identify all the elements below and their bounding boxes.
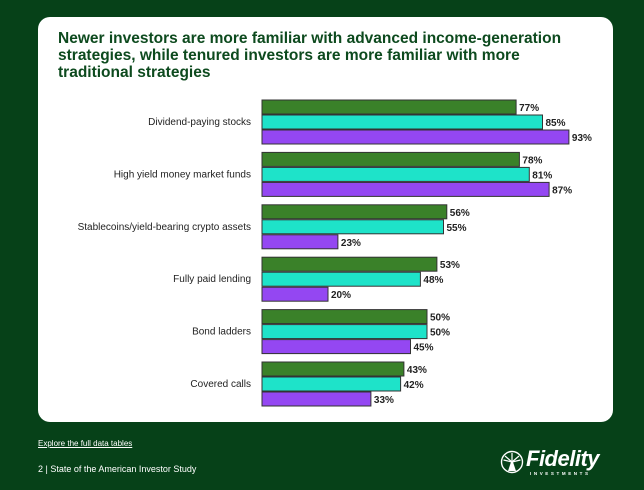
- data-label: 81%: [532, 170, 552, 181]
- category-label: Fully paid lending: [173, 274, 251, 285]
- explore-data-link[interactable]: Explore the full data tables: [38, 439, 133, 448]
- data-label: 48%: [423, 275, 443, 286]
- bar-series-1: [261, 151, 520, 167]
- page-footer: 2 | State of the American Investor Study: [38, 464, 197, 474]
- category-label: High yield money market funds: [114, 169, 251, 180]
- data-label: 43%: [407, 365, 427, 376]
- data-label: 45%: [414, 343, 434, 354]
- bar-series-3: [261, 286, 329, 302]
- logo-wordmark: Fidelity: [526, 446, 600, 471]
- fidelity-sunburst-icon: [500, 450, 524, 474]
- bar-series-2: [261, 114, 543, 130]
- logo-subtitle: INVESTMENTS: [530, 471, 591, 476]
- bar-series-3: [261, 339, 411, 355]
- data-label: 56%: [450, 208, 470, 219]
- bar-series-2: [261, 376, 402, 392]
- data-label: 23%: [341, 238, 361, 249]
- category-label: Covered calls: [190, 379, 251, 390]
- data-label: 42%: [404, 380, 424, 391]
- bar-series-1: [261, 309, 428, 325]
- data-label: 77%: [519, 103, 539, 114]
- data-label: 87%: [552, 185, 572, 196]
- bar-series-1: [261, 204, 448, 220]
- data-label: 33%: [374, 395, 394, 406]
- data-label: 78%: [522, 155, 542, 166]
- bar-series-2: [261, 166, 530, 182]
- data-label: 20%: [331, 290, 351, 301]
- bar-series-3: [261, 391, 372, 407]
- bar-series-1: [261, 361, 405, 377]
- bar-series-3: [261, 129, 570, 145]
- chart-title: Newer investors are more familiar with a…: [58, 30, 562, 81]
- bar-series-3: [261, 181, 550, 197]
- category-label: Stablecoins/yield-bearing crypto assets: [78, 222, 251, 233]
- bar-series-3: [261, 234, 339, 250]
- data-label: 50%: [430, 328, 450, 339]
- bar-series-1: [261, 256, 438, 272]
- bar-series-2: [261, 271, 421, 287]
- category-label: Dividend-paying stocks: [148, 117, 251, 128]
- category-label: Bond ladders: [192, 327, 251, 338]
- data-label: 85%: [546, 118, 566, 129]
- data-label: 50%: [430, 313, 450, 324]
- bar-series-1: [261, 99, 517, 115]
- data-label: 53%: [440, 260, 460, 271]
- data-label: 93%: [572, 133, 592, 144]
- bar-series-2: [261, 324, 428, 340]
- data-label: 55%: [447, 223, 467, 234]
- bar-series-2: [261, 219, 444, 235]
